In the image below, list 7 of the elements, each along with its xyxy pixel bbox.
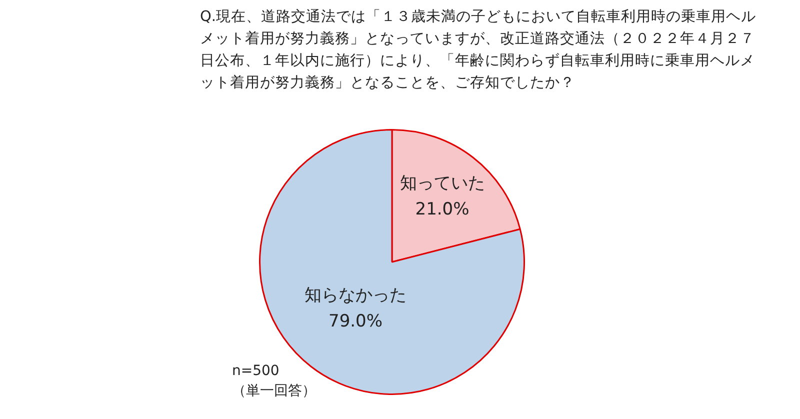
text: （単一回答） [232, 382, 316, 401]
chart-title: Q.現在、道路交通法では「１３歳未満の子どもにおいて自転車利用時の乗車用ヘルメット着用が努力義務」となっていますが、改正道路交通法（２０２２年４月２７日公布、１年以内に施行）により、「年齢に関わらず自転車利用時に乗車用ヘルメット着用が努力義務」となることを、ご存知でしたか？ [200, 8, 758, 93]
data-label: 21.0% [415, 200, 470, 220]
data-label: 79.0% [328, 311, 383, 332]
text: n=500 [232, 362, 280, 381]
slice-label: 知っていた [400, 174, 485, 194]
slice-label: 知らなかった [304, 285, 407, 306]
